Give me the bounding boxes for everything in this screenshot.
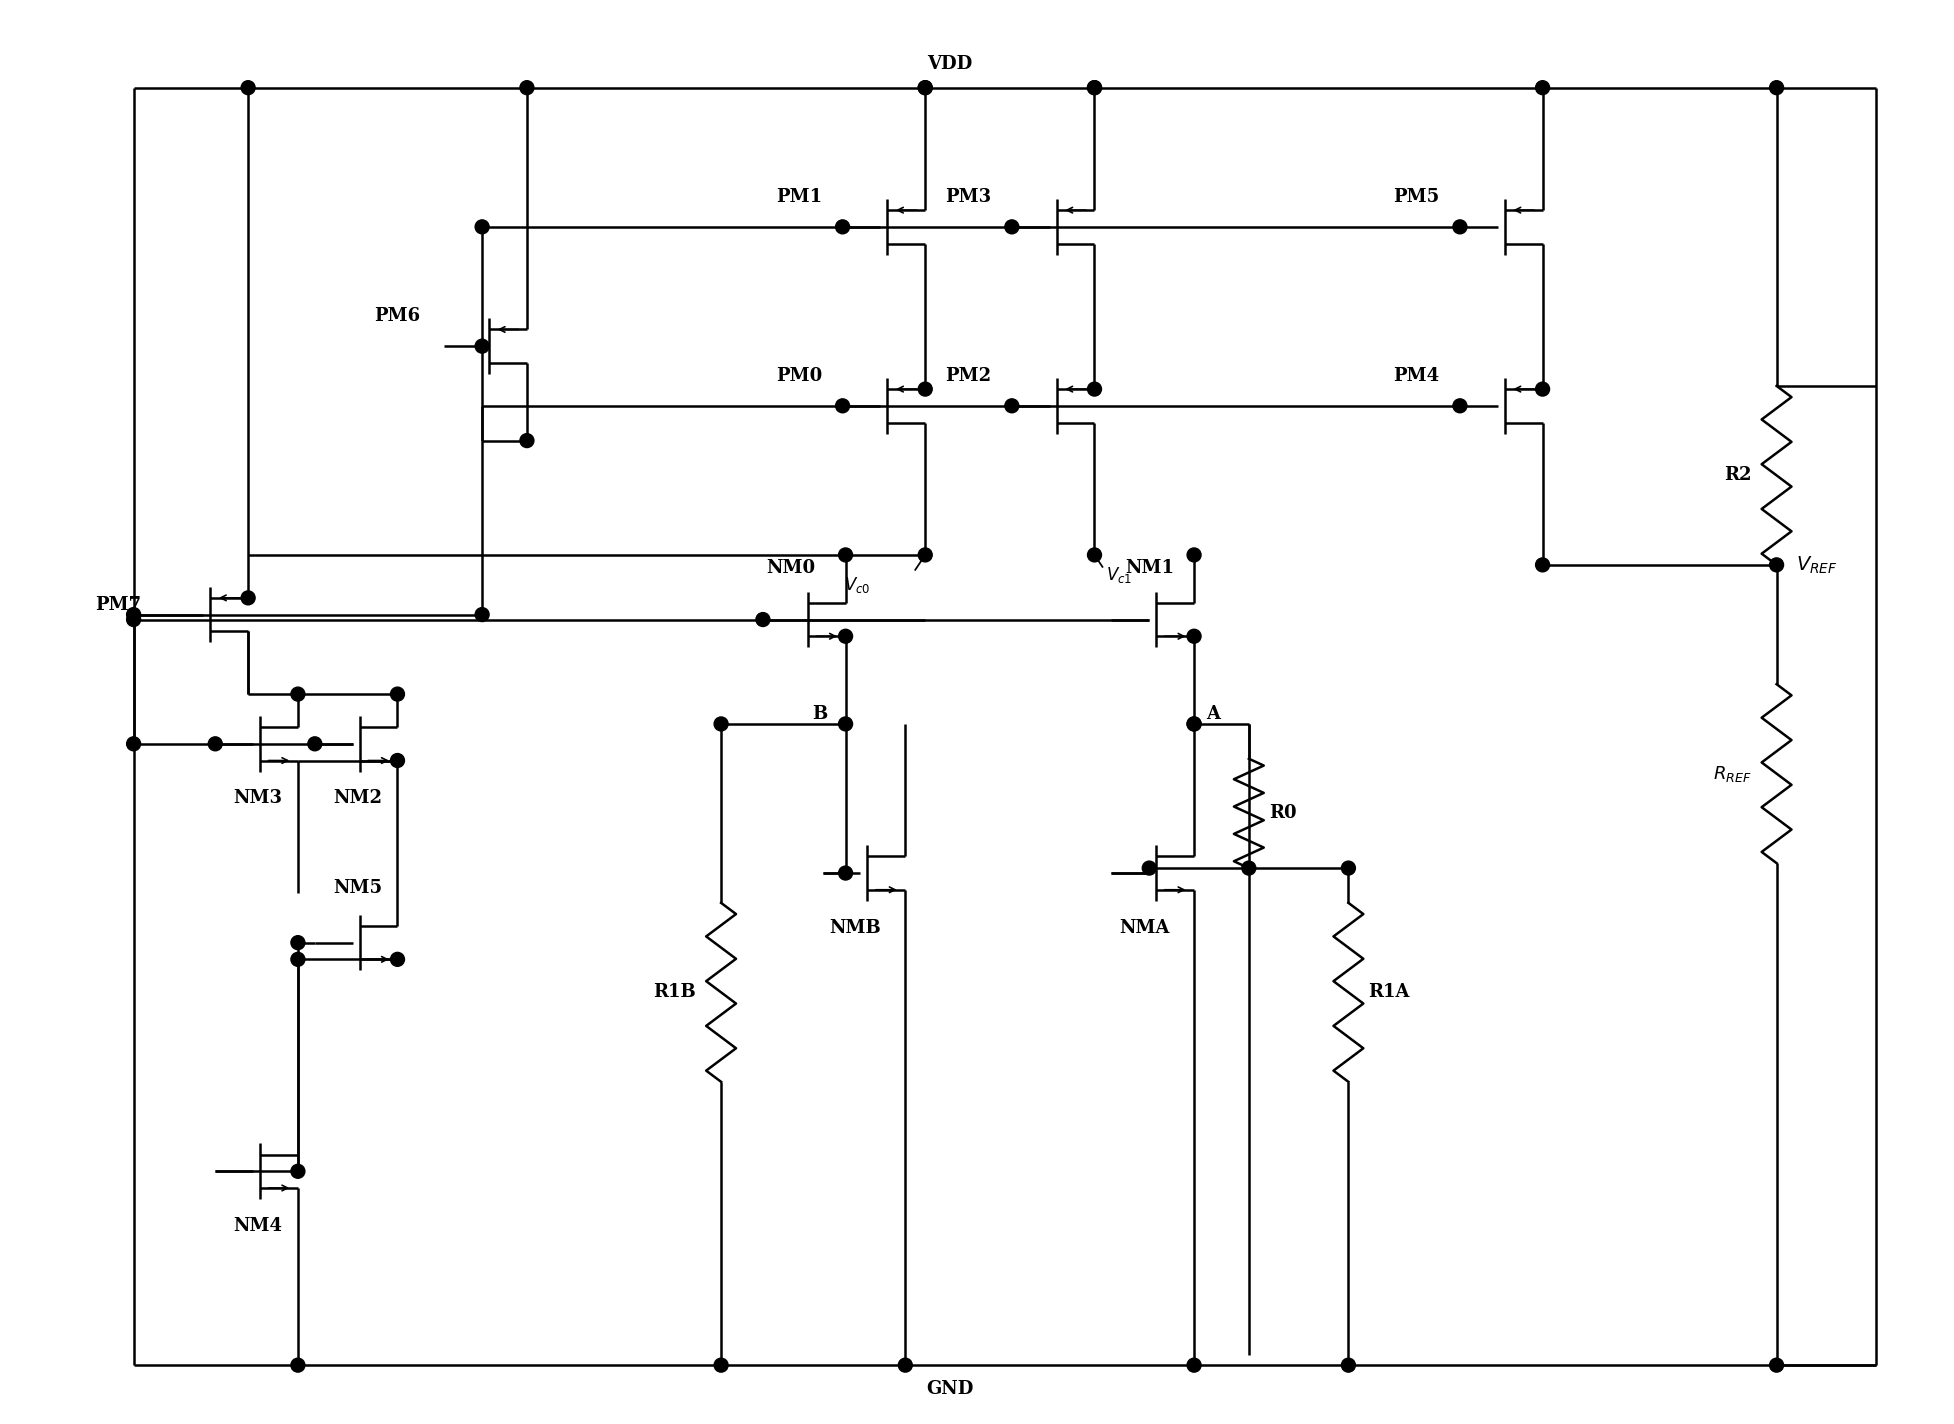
Circle shape bbox=[127, 608, 141, 621]
Circle shape bbox=[240, 81, 256, 94]
Circle shape bbox=[1188, 716, 1202, 731]
Text: NM0: NM0 bbox=[766, 558, 815, 577]
Text: PM5: PM5 bbox=[1393, 188, 1440, 206]
Circle shape bbox=[1088, 382, 1102, 396]
Text: NM1: NM1 bbox=[1126, 558, 1174, 577]
Text: NM4: NM4 bbox=[234, 1218, 283, 1235]
Circle shape bbox=[836, 219, 850, 234]
Circle shape bbox=[918, 81, 932, 94]
Circle shape bbox=[1188, 548, 1202, 562]
Circle shape bbox=[838, 548, 852, 562]
Text: $R_{REF}$: $R_{REF}$ bbox=[1714, 763, 1751, 783]
Circle shape bbox=[836, 399, 850, 413]
Circle shape bbox=[1536, 81, 1550, 94]
Text: GND: GND bbox=[926, 1380, 973, 1398]
Circle shape bbox=[1188, 716, 1202, 731]
Circle shape bbox=[520, 81, 533, 94]
Text: NMA: NMA bbox=[1120, 918, 1170, 937]
Text: R0: R0 bbox=[1268, 805, 1296, 823]
Circle shape bbox=[1342, 862, 1356, 874]
Circle shape bbox=[1770, 558, 1784, 572]
Circle shape bbox=[918, 382, 932, 396]
Circle shape bbox=[838, 866, 852, 880]
Circle shape bbox=[838, 629, 852, 644]
Text: $V_{c1}$: $V_{c1}$ bbox=[1106, 565, 1133, 585]
Text: NMB: NMB bbox=[830, 918, 881, 937]
Circle shape bbox=[391, 688, 404, 701]
Circle shape bbox=[1536, 382, 1550, 396]
Text: R1B: R1B bbox=[653, 984, 696, 1001]
Circle shape bbox=[1004, 399, 1018, 413]
Circle shape bbox=[291, 1358, 305, 1373]
Text: A: A bbox=[1206, 705, 1219, 723]
Circle shape bbox=[391, 753, 404, 768]
Text: VDD: VDD bbox=[928, 54, 973, 73]
Circle shape bbox=[475, 608, 488, 621]
Circle shape bbox=[1188, 629, 1202, 644]
Circle shape bbox=[475, 219, 488, 234]
Circle shape bbox=[756, 612, 770, 627]
Circle shape bbox=[1342, 1358, 1356, 1373]
Circle shape bbox=[1243, 862, 1256, 874]
Text: PM2: PM2 bbox=[946, 367, 991, 384]
Circle shape bbox=[1088, 81, 1102, 94]
Circle shape bbox=[713, 1358, 729, 1373]
Text: $V_{REF}$: $V_{REF}$ bbox=[1796, 554, 1839, 575]
Text: NM5: NM5 bbox=[332, 879, 383, 897]
Circle shape bbox=[1536, 558, 1550, 572]
Circle shape bbox=[1004, 219, 1018, 234]
Text: PM0: PM0 bbox=[776, 367, 823, 384]
Circle shape bbox=[209, 736, 223, 750]
Circle shape bbox=[713, 716, 729, 731]
Circle shape bbox=[127, 612, 141, 627]
Circle shape bbox=[291, 1165, 305, 1178]
Text: NM3: NM3 bbox=[234, 789, 283, 807]
Text: PM6: PM6 bbox=[375, 308, 420, 325]
Circle shape bbox=[1088, 81, 1102, 94]
Circle shape bbox=[838, 716, 852, 731]
Circle shape bbox=[309, 736, 322, 750]
Text: NM2: NM2 bbox=[332, 789, 383, 807]
Text: R1A: R1A bbox=[1368, 984, 1411, 1001]
Circle shape bbox=[240, 591, 256, 605]
Text: B: B bbox=[813, 705, 828, 723]
Circle shape bbox=[899, 1358, 913, 1373]
Circle shape bbox=[1770, 1358, 1784, 1373]
Circle shape bbox=[391, 953, 404, 967]
Circle shape bbox=[127, 736, 141, 750]
Circle shape bbox=[291, 936, 305, 950]
Text: $V_{c0}$: $V_{c0}$ bbox=[844, 575, 870, 595]
Text: PM4: PM4 bbox=[1393, 367, 1440, 384]
Text: PM1: PM1 bbox=[776, 188, 823, 206]
Circle shape bbox=[520, 434, 533, 447]
Text: R2: R2 bbox=[1723, 467, 1751, 484]
Circle shape bbox=[1770, 81, 1784, 94]
Text: PM3: PM3 bbox=[946, 188, 991, 206]
Text: PM7: PM7 bbox=[96, 595, 143, 614]
Circle shape bbox=[918, 548, 932, 562]
Circle shape bbox=[291, 953, 305, 967]
Circle shape bbox=[1454, 399, 1467, 413]
Circle shape bbox=[475, 339, 488, 353]
Circle shape bbox=[1188, 1358, 1202, 1373]
Circle shape bbox=[1454, 219, 1467, 234]
Circle shape bbox=[918, 81, 932, 94]
Circle shape bbox=[291, 688, 305, 701]
Circle shape bbox=[1088, 548, 1102, 562]
Circle shape bbox=[1143, 862, 1157, 874]
